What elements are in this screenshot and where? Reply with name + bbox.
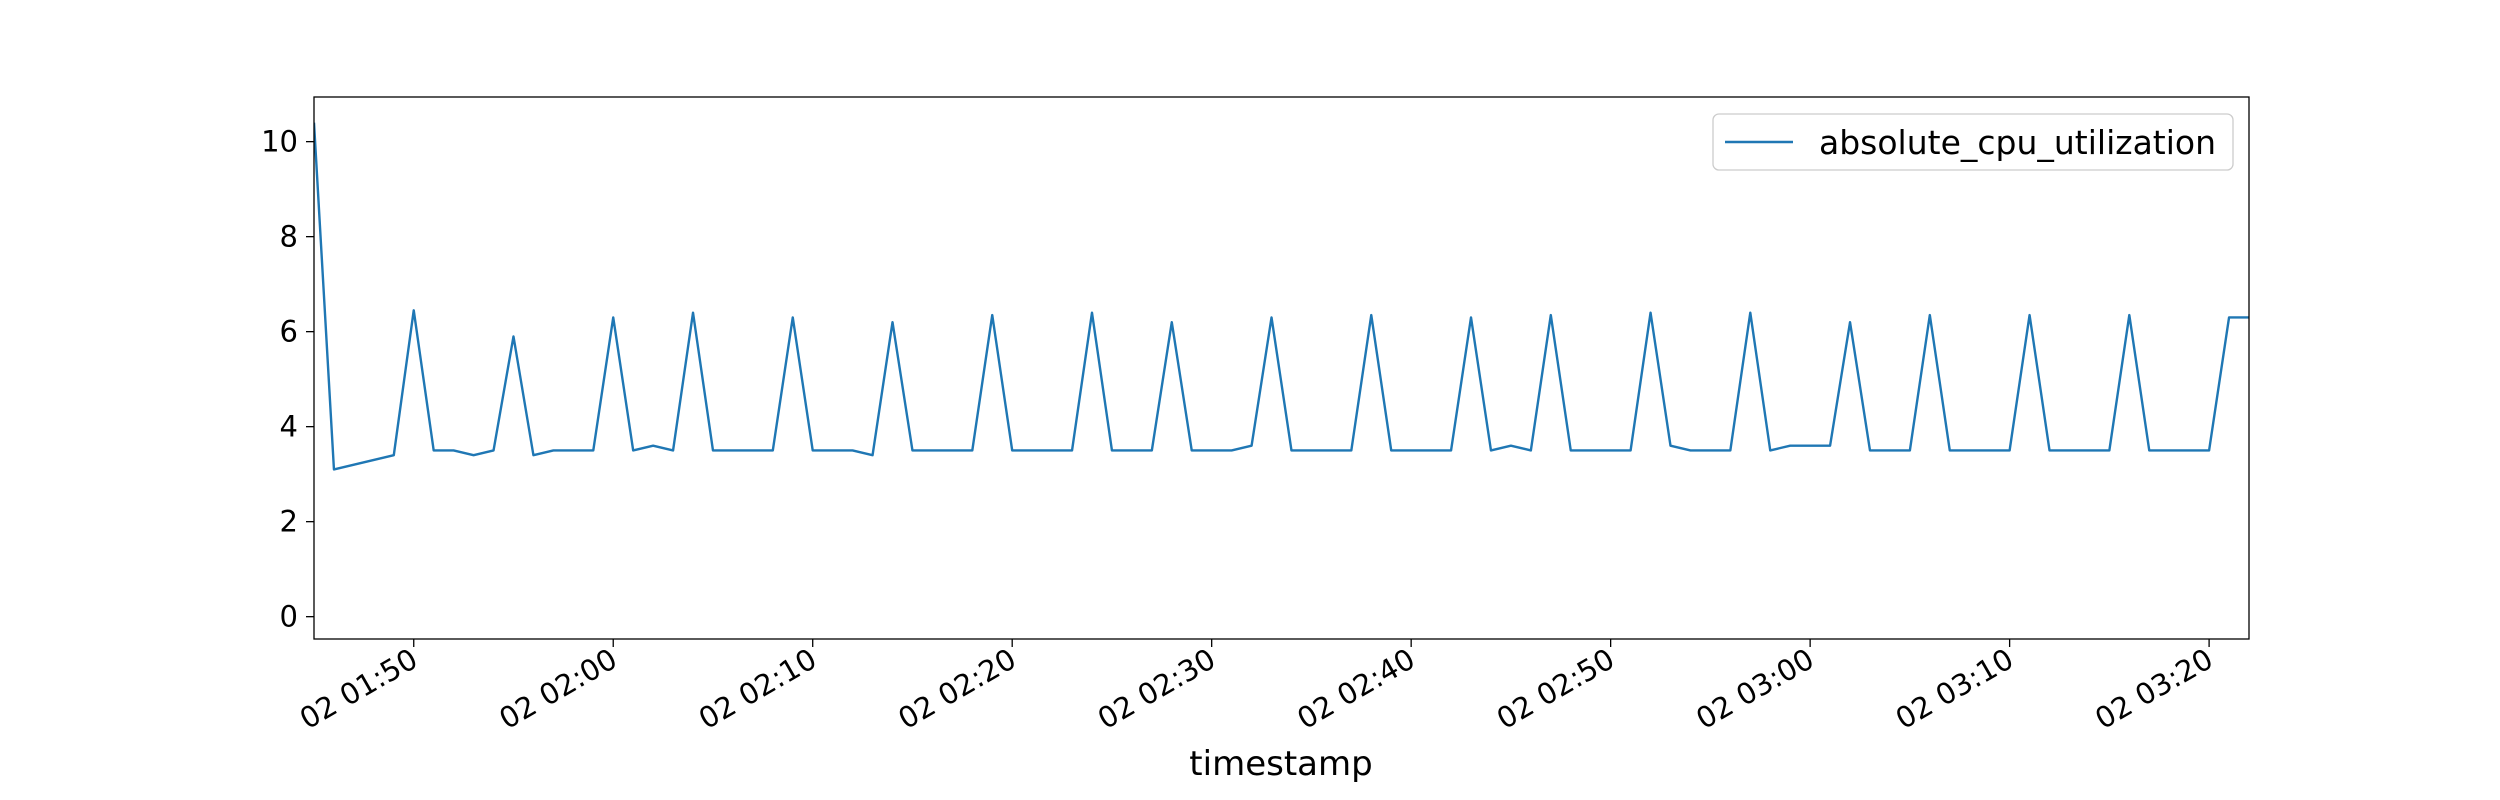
x-tick-label: 02 02:30: [1092, 642, 1221, 736]
y-tick-label: 8: [280, 220, 298, 254]
x-tick-label: 02 03:20: [2089, 642, 2218, 736]
y-tick-label: 4: [280, 410, 298, 444]
y-tick-label: 2: [280, 505, 298, 539]
x-tick-label: 02 03:00: [1690, 642, 1819, 736]
x-tick-label: 02 02:10: [693, 642, 822, 736]
x-tick-label: 02 02:20: [892, 642, 1021, 736]
y-tick-label: 10: [261, 125, 298, 159]
legend-label: absolute_cpu_utilization: [1819, 123, 2216, 162]
x-tick-label: 02 02:00: [493, 642, 622, 736]
legend-box: [1712, 113, 2234, 171]
plot-frame: [313, 96, 2250, 640]
x-tick-label: 02 03:10: [1890, 642, 2019, 736]
x-tick-label: 02 01:50: [294, 642, 423, 736]
series-line: [314, 122, 2249, 471]
y-tick-label: 6: [280, 315, 298, 349]
y-tick-label: 0: [280, 600, 298, 634]
x-tick-label: 02 02:40: [1291, 642, 1420, 736]
x-axis-label: timestamp: [1189, 744, 1372, 784]
x-tick-label: 02 02:50: [1491, 642, 1620, 736]
